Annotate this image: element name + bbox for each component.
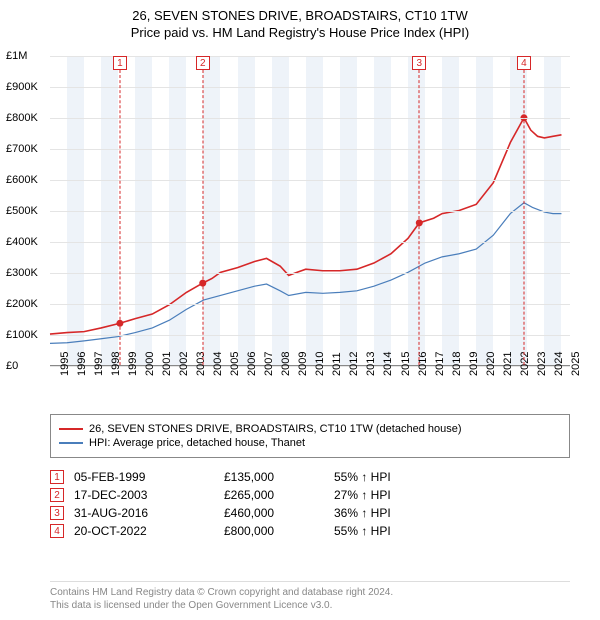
title-subtitle: Price paid vs. HM Land Registry's House … (0, 25, 600, 40)
legend-label: 26, SEVEN STONES DRIVE, BROADSTAIRS, CT1… (89, 423, 462, 435)
legend: 26, SEVEN STONES DRIVE, BROADSTAIRS, CT1… (50, 414, 570, 458)
y-tick-label: £600K (6, 174, 38, 186)
sale-marker-line (523, 70, 524, 365)
sale-date: 05-FEB-1999 (74, 470, 214, 484)
gridline (50, 211, 570, 212)
y-tick-label: £700K (6, 143, 38, 155)
sale-row: 2 17-DEC-2003 £265,000 27% ↑ HPI (50, 488, 570, 502)
y-tick-label: £1M (6, 50, 27, 62)
sale-price: £135,000 (224, 470, 324, 484)
sale-flag-icon: 1 (50, 470, 64, 484)
y-tick-label: £300K (6, 267, 38, 279)
chart-area: £0£100K£200K£300K£400K£500K£600K£700K£80… (50, 56, 570, 396)
y-tick-label: £500K (6, 205, 38, 217)
sale-row: 3 31-AUG-2016 £460,000 36% ↑ HPI (50, 506, 570, 520)
gridline (50, 149, 570, 150)
sale-flag-icon: 3 (50, 506, 64, 520)
gridline (50, 242, 570, 243)
legend-label: HPI: Average price, detached house, Than… (89, 437, 305, 449)
sale-date: 17-DEC-2003 (74, 488, 214, 502)
gridline (50, 118, 570, 119)
y-tick-label: £200K (6, 298, 38, 310)
sale-marker-flag: 2 (196, 56, 210, 70)
plot-region: £0£100K£200K£300K£400K£500K£600K£700K£80… (50, 56, 570, 366)
sale-row: 1 05-FEB-1999 £135,000 55% ↑ HPI (50, 470, 570, 484)
legend-swatch (59, 428, 83, 430)
sale-flag-icon: 4 (50, 524, 64, 538)
gridline (50, 335, 570, 336)
sale-date: 20-OCT-2022 (74, 524, 214, 538)
sale-marker-flag: 3 (412, 56, 426, 70)
series-line (50, 118, 561, 334)
sale-pct-vs-hpi: 55% ↑ HPI (334, 470, 424, 484)
sale-marker-line (202, 70, 203, 365)
legend-item: HPI: Average price, detached house, Than… (59, 437, 561, 449)
footer-attribution: Contains HM Land Registry data © Crown c… (50, 581, 570, 612)
sale-date: 31-AUG-2016 (74, 506, 214, 520)
sale-marker-flag: 4 (517, 56, 531, 70)
gridline (50, 87, 570, 88)
sale-flag-icon: 2 (50, 488, 64, 502)
sale-pct-vs-hpi: 36% ↑ HPI (334, 506, 424, 520)
footer-line2: This data is licensed under the Open Gov… (50, 599, 570, 612)
sale-marker-line (119, 70, 120, 365)
sale-marker-flag: 1 (113, 56, 127, 70)
sales-table: 1 05-FEB-1999 £135,000 55% ↑ HPI 2 17-DEC-200… (50, 466, 570, 542)
sale-price: £800,000 (224, 524, 324, 538)
sale-pct-vs-hpi: 27% ↑ HPI (334, 488, 424, 502)
sale-price: £460,000 (224, 506, 324, 520)
gridline (50, 273, 570, 274)
legend-swatch (59, 442, 83, 444)
gridline (50, 180, 570, 181)
legend-item: 26, SEVEN STONES DRIVE, BROADSTAIRS, CT1… (59, 423, 561, 435)
y-tick-label: £800K (6, 112, 38, 124)
sale-price: £265,000 (224, 488, 324, 502)
y-tick-label: £0 (6, 360, 18, 372)
y-tick-label: £900K (6, 81, 38, 93)
y-tick-label: £100K (6, 329, 38, 341)
y-tick-label: £400K (6, 236, 38, 248)
gridline (50, 304, 570, 305)
title-address: 26, SEVEN STONES DRIVE, BROADSTAIRS, CT1… (0, 8, 600, 23)
gridline (50, 56, 570, 57)
footer-line1: Contains HM Land Registry data © Crown c… (50, 586, 570, 599)
sale-row: 4 20-OCT-2022 £800,000 55% ↑ HPI (50, 524, 570, 538)
sale-marker-line (419, 70, 420, 365)
sale-pct-vs-hpi: 55% ↑ HPI (334, 524, 424, 538)
chart-title: 26, SEVEN STONES DRIVE, BROADSTAIRS, CT1… (0, 0, 600, 44)
